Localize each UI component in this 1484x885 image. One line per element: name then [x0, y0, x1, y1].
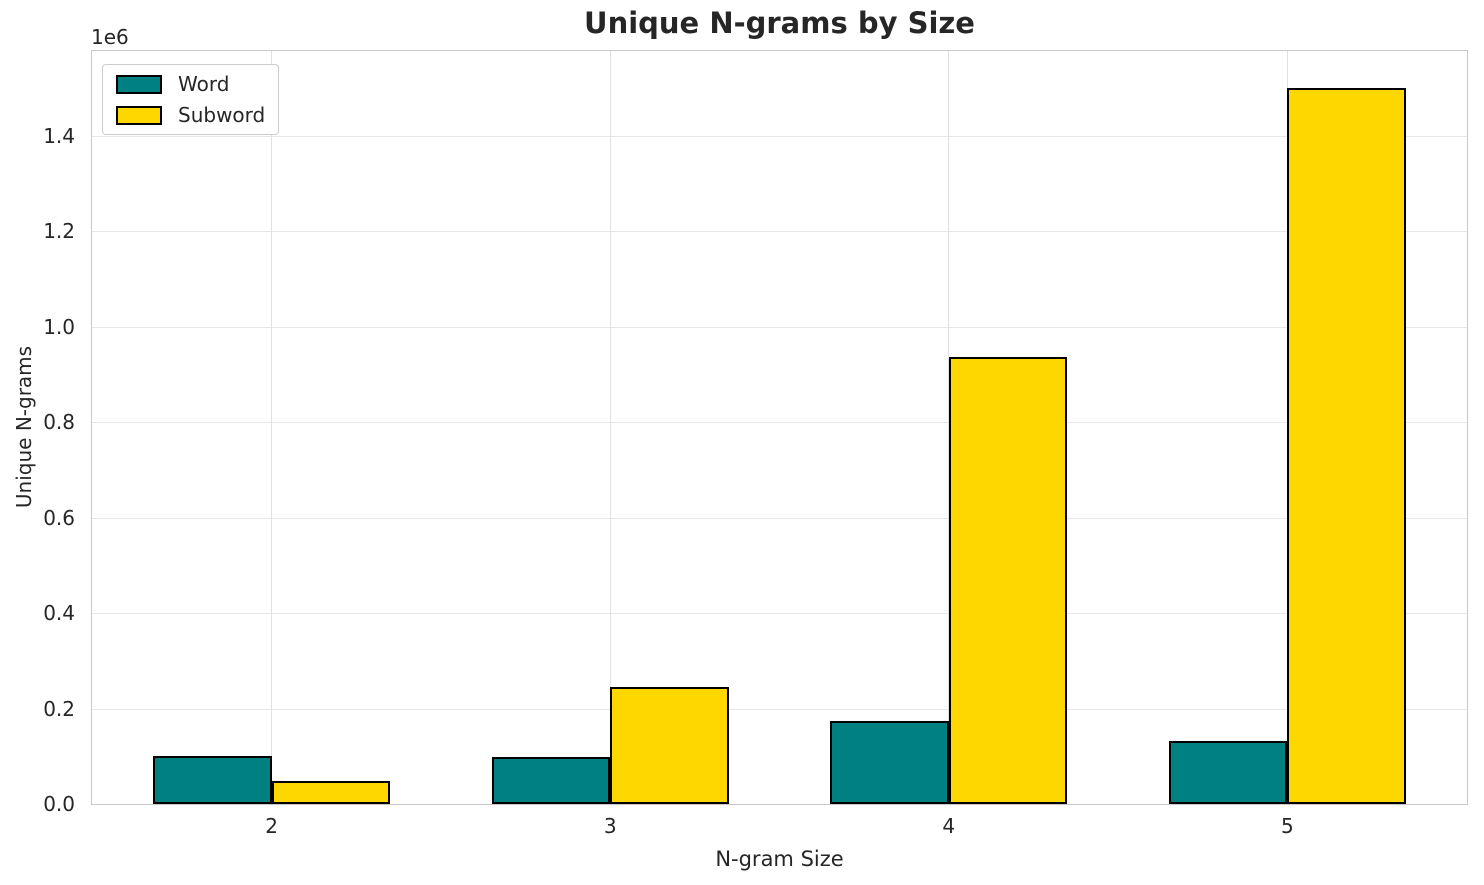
x-axis-ticks: 2 3 4 5 [91, 810, 1468, 840]
gridline-vertical [271, 51, 273, 804]
bar-subword-5 [1287, 88, 1406, 804]
y-axis-offset-label: 1e6 [91, 25, 129, 49]
y-tick-label: 0.2 [43, 696, 75, 721]
gridline-vertical [609, 51, 611, 804]
gridline-horizontal [92, 517, 1467, 519]
gridline-horizontal [92, 613, 1467, 615]
gridline-horizontal [92, 135, 1467, 137]
x-tick-label: 2 [265, 814, 278, 838]
y-tick-label: 0.8 [43, 410, 75, 435]
x-axis-label: N-gram Size [715, 847, 844, 871]
x-tick-label: 3 [603, 814, 617, 838]
gridline-horizontal [92, 422, 1467, 424]
y-tick-label: 1.0 [43, 314, 75, 339]
y-tick-label: 1.4 [43, 123, 75, 148]
gridline-horizontal [92, 326, 1467, 328]
bar-word-3 [491, 756, 611, 804]
x-tick-label: 4 [942, 814, 956, 838]
legend-entry-subword: Subword [116, 103, 265, 127]
bar-subword-4 [948, 357, 1068, 804]
y-tick-label: 0.6 [43, 505, 75, 530]
bars-layer [92, 51, 1467, 804]
legend-label-word: Word [178, 72, 230, 96]
bar-word-4 [830, 720, 949, 804]
x-tick-label: 5 [1281, 814, 1294, 838]
bar-word-5 [1168, 741, 1288, 804]
bar-subword-3 [610, 686, 729, 804]
y-tick-label: 1.2 [43, 219, 75, 244]
y-tick-label: 0.0 [43, 792, 75, 816]
plot-area: Word Subword [91, 50, 1468, 805]
chart-title: Unique N-grams by Size [584, 6, 975, 40]
y-tick-label: 0.4 [43, 601, 75, 626]
legend-entry-word: Word [116, 72, 265, 96]
y-axis-ticks: 0.0 0.2 0.4 0.6 0.8 1.0 1.2 1.4 [0, 50, 75, 816]
legend-swatch-word [116, 74, 162, 94]
bar-subword-2 [271, 781, 391, 804]
gridline-horizontal [92, 231, 1467, 233]
legend-label-subword: Subword [178, 103, 266, 127]
legend: Word Subword [102, 64, 280, 135]
bar-word-2 [153, 755, 272, 804]
gridline-horizontal [92, 708, 1467, 710]
legend-swatch-subword [116, 105, 162, 125]
